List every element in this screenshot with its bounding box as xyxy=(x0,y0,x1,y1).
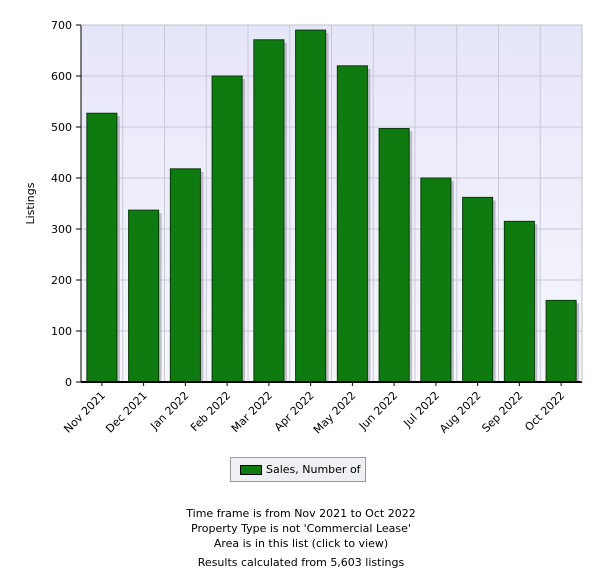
bar xyxy=(462,196,494,383)
chart-footer: Time frame is from Nov 2021 to Oct 2022 … xyxy=(0,506,602,570)
bar xyxy=(503,220,535,383)
bars xyxy=(86,29,580,383)
x-tick-label: Sep 2022 xyxy=(479,389,525,435)
y-tick-label: 600 xyxy=(51,70,72,83)
bar xyxy=(545,299,577,383)
bar xyxy=(211,75,243,383)
bar xyxy=(378,128,410,383)
y-tick-label: 0 xyxy=(65,376,72,389)
bar xyxy=(336,65,368,383)
y-tick-label: 500 xyxy=(51,121,72,134)
y-tick-label: 700 xyxy=(51,19,72,32)
x-tick-label: Dec 2021 xyxy=(103,389,150,436)
x-tick-label: Jul 2022 xyxy=(400,389,442,431)
y-tick-label: 200 xyxy=(51,274,72,287)
bar xyxy=(420,177,452,383)
bar xyxy=(86,112,118,383)
x-tick-label: Oct 2022 xyxy=(522,389,567,434)
x-tick-label: Feb 2022 xyxy=(188,389,233,434)
bar xyxy=(295,29,327,383)
legend: Sales, Number of xyxy=(230,457,366,482)
results-count-text: Results calculated from 5,603 listings xyxy=(197,556,405,569)
grid xyxy=(81,24,582,382)
timeframe-text: Time frame is from Nov 2021 to Oct 2022 xyxy=(186,507,416,520)
x-tick-label: Nov 2021 xyxy=(61,389,108,436)
y-axis-label: Listings xyxy=(24,182,37,224)
bar xyxy=(253,39,285,383)
x-tick-label: May 2022 xyxy=(311,389,359,437)
y-tick-label: 400 xyxy=(51,172,72,185)
legend-swatch xyxy=(240,464,262,475)
property-type-text: Property Type is not 'Commercial Lease' xyxy=(191,522,411,535)
area-filter-link[interactable]: Area is in this list (click to view) xyxy=(213,537,389,550)
bar xyxy=(128,209,160,383)
y-tick-label: 100 xyxy=(51,325,72,338)
x-tick-label: Mar 2022 xyxy=(229,389,275,435)
x-tick-label: Jun 2022 xyxy=(356,389,400,433)
x-tick-label: Jan 2022 xyxy=(147,389,191,433)
chart-area: 0 100 200 300 400 500 600 700 Nov 2021 Dec 2021 Ja… xyxy=(24,19,583,437)
legend-label: Sales, Number of xyxy=(266,463,361,476)
x-tick-label: Aug 2022 xyxy=(437,389,484,436)
axes xyxy=(76,24,583,386)
bar xyxy=(169,168,201,383)
y-tick-label: 300 xyxy=(51,223,72,236)
